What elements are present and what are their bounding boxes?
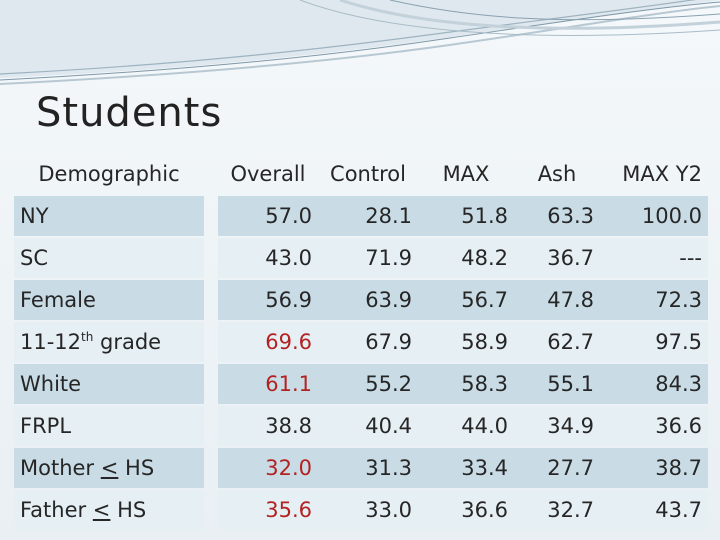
row-label-text: FRPL: [20, 414, 72, 438]
header-gap: [204, 154, 218, 194]
row-label: White: [14, 364, 204, 404]
row-label-text: Female: [20, 288, 96, 312]
slide-title: Students: [36, 90, 223, 136]
row-label-suffix: grade: [93, 330, 162, 354]
cell-max: 33.4: [418, 448, 514, 488]
cell-control: 40.4: [318, 406, 418, 446]
row-label: Mother < HS: [14, 448, 204, 488]
cell-max-y2: 97.5: [600, 322, 708, 362]
cell-control: 28.1: [318, 196, 418, 236]
row-label-underlined: <: [100, 456, 119, 480]
table-row: Father < HS 35.6 33.0 36.6 32.7 43.7: [14, 490, 708, 530]
row-gap: [204, 322, 218, 362]
cell-max-y2: 72.3: [600, 280, 708, 320]
row-label: SC: [14, 238, 204, 278]
cell-max: 48.2: [418, 238, 514, 278]
header-ash: Ash: [537, 162, 577, 186]
cell-max: 56.7: [418, 280, 514, 320]
row-gap: [204, 364, 218, 404]
cell-max: 58.3: [418, 364, 514, 404]
cell-overall: 38.8: [218, 406, 318, 446]
row-label-text: Father: [20, 498, 93, 522]
cell-max: 51.8: [418, 196, 514, 236]
table-row: Mother < HS 32.0 31.3 33.4 27.7 38.7: [14, 448, 708, 488]
row-label-text: White: [20, 372, 82, 396]
cell-overall: 35.6: [218, 490, 318, 530]
row-gap: [204, 280, 218, 320]
cell-ash: 62.7: [514, 322, 600, 362]
cell-ash: 47.8: [514, 280, 600, 320]
row-label-tail: HS: [110, 498, 147, 522]
cell-control: 55.2: [318, 364, 418, 404]
cell-max-y2: 43.7: [600, 490, 708, 530]
cell-ash: 36.7: [514, 238, 600, 278]
table-row: White 61.1 55.2 58.3 55.1 84.3: [14, 364, 708, 404]
table-row: 11-12th grade 69.6 67.9 58.9 62.7 97.5: [14, 322, 708, 362]
table-body: NY 57.0 28.1 51.8 63.3 100.0 SC 43.0 71.9 48.2 36.…: [14, 196, 708, 530]
row-gap: [204, 490, 218, 530]
row-label: Father < HS: [14, 490, 204, 530]
table-row: FRPL 38.8 40.4 44.0 34.9 36.6: [14, 406, 708, 446]
cell-max: 44.0: [418, 406, 514, 446]
cell-max-y2: 100.0: [600, 196, 708, 236]
cell-max-y2: 38.7: [600, 448, 708, 488]
cell-control: 31.3: [318, 448, 418, 488]
cell-max-y2: ---: [600, 238, 708, 278]
students-table: Demographic Overall Control MAX Ash MAX …: [14, 152, 708, 532]
cell-max: 36.6: [418, 490, 514, 530]
cell-max: 58.9: [418, 322, 514, 362]
cell-control: 63.9: [318, 280, 418, 320]
students-table-container: Demographic Overall Control MAX Ash MAX …: [14, 152, 708, 530]
cell-max-y2: 36.6: [600, 406, 708, 446]
header-control: Control: [330, 162, 406, 186]
row-gap: [204, 406, 218, 446]
row-label: FRPL: [14, 406, 204, 446]
cell-ash: 32.7: [514, 490, 600, 530]
row-gap: [204, 196, 218, 236]
table-row: Female 56.9 63.9 56.7 47.8 72.3: [14, 280, 708, 320]
row-label: 11-12th grade: [14, 322, 204, 362]
row-label-underlined: <: [92, 498, 111, 522]
cell-control: 67.9: [318, 322, 418, 362]
table-row: SC 43.0 71.9 48.2 36.7 ---: [14, 238, 708, 278]
decorative-banner: [0, 0, 720, 85]
cell-ash: 63.3: [514, 196, 600, 236]
header-demographic: Demographic: [38, 162, 180, 186]
header-max: MAX: [442, 162, 490, 186]
cell-control: 33.0: [318, 490, 418, 530]
row-label-tail: HS: [118, 456, 155, 480]
cell-max-y2: 84.3: [600, 364, 708, 404]
row-label-text: SC: [20, 246, 48, 270]
cell-overall: 57.0: [218, 196, 318, 236]
cell-overall: 56.9: [218, 280, 318, 320]
row-label-superscript: th: [81, 330, 94, 344]
row-gap: [204, 238, 218, 278]
row-label-text: Mother: [20, 456, 101, 480]
cell-overall: 43.0: [218, 238, 318, 278]
row-label-text: 11-12: [20, 330, 82, 354]
row-label: NY: [14, 196, 204, 236]
row-gap: [204, 448, 218, 488]
header-overall: Overall: [230, 162, 306, 186]
cell-ash: 34.9: [514, 406, 600, 446]
cell-ash: 55.1: [514, 364, 600, 404]
header-row: Demographic Overall Control MAX Ash MAX …: [14, 154, 708, 194]
cell-control: 71.9: [318, 238, 418, 278]
header-max-y2: MAX Y2: [622, 162, 702, 186]
cell-overall: 61.1: [218, 364, 318, 404]
cell-ash: 27.7: [514, 448, 600, 488]
table-row: NY 57.0 28.1 51.8 63.3 100.0: [14, 196, 708, 236]
row-label-text: NY: [20, 204, 49, 228]
row-label: Female: [14, 280, 204, 320]
cell-overall: 32.0: [218, 448, 318, 488]
cell-overall: 69.6: [218, 322, 318, 362]
